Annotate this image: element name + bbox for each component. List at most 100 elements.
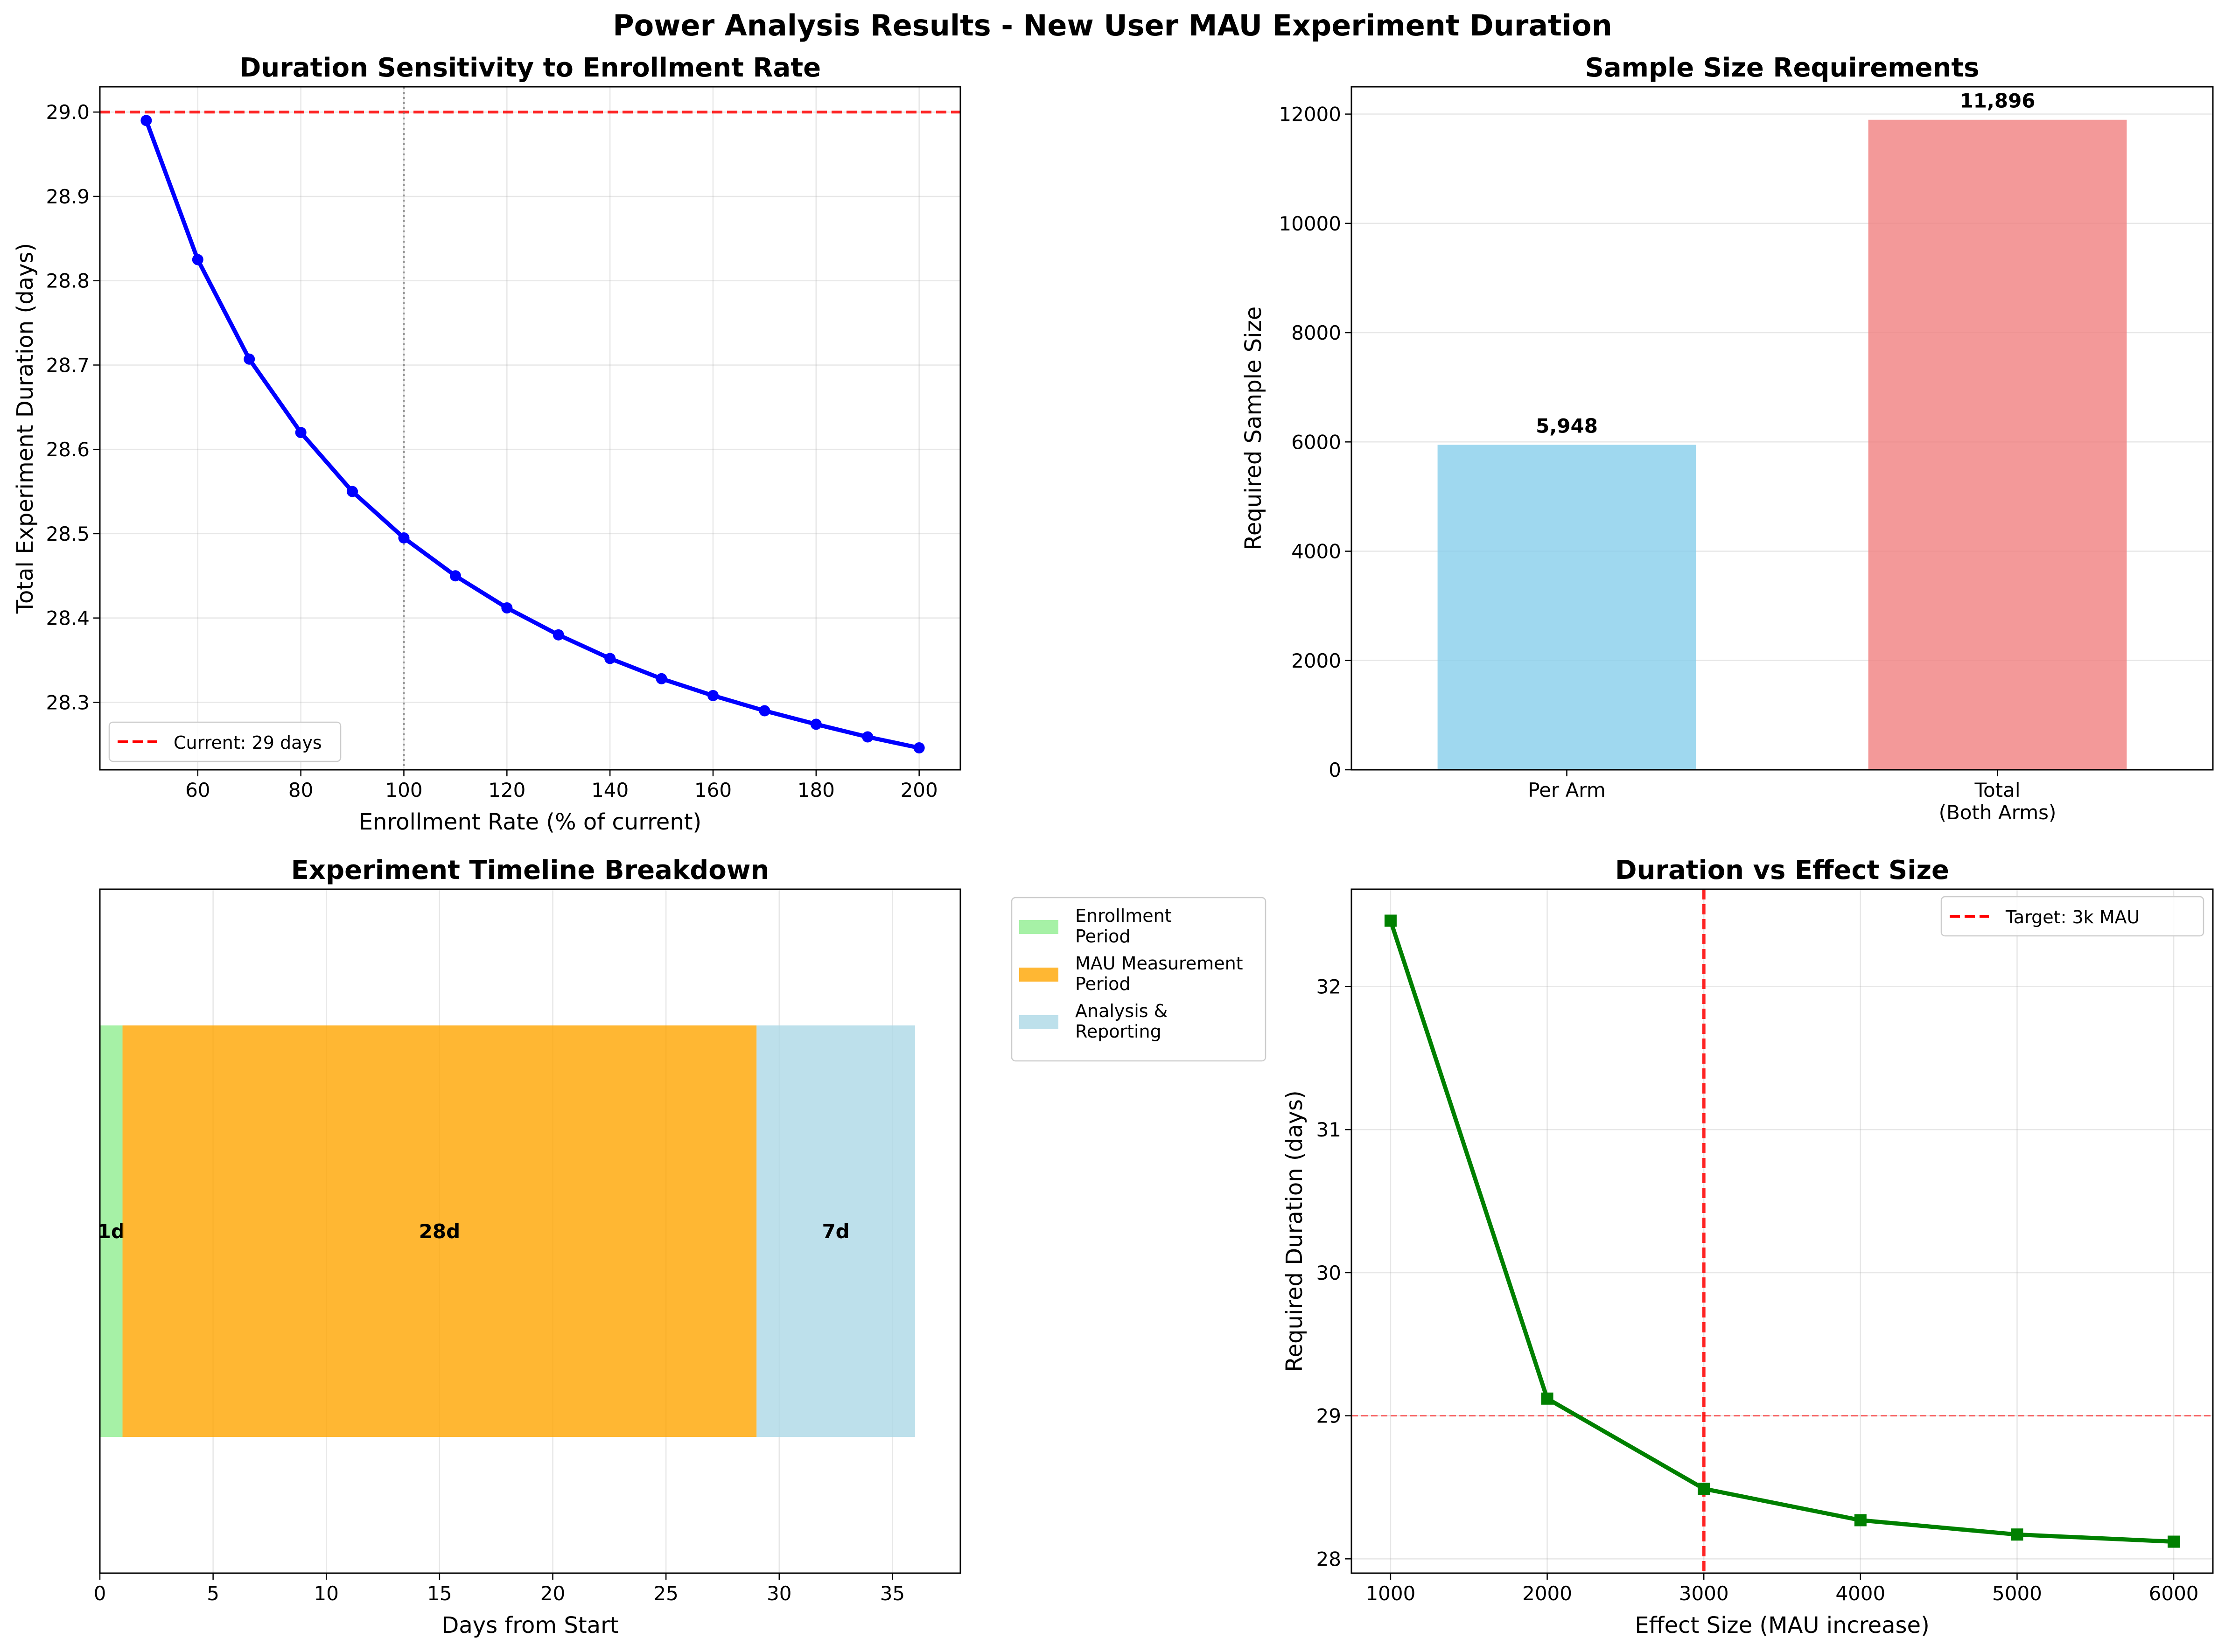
chart-title: Duration vs Effect Size	[1615, 855, 1949, 885]
data-point	[347, 486, 358, 497]
panel-effect-size: 1000 2000 3000 4000 5000 6000 28 29 30 31 32 Durati…	[1281, 855, 2214, 1638]
y-tick-label: 28.6	[46, 438, 90, 461]
segment-duration-label: 7d	[822, 1220, 849, 1243]
x-tick-label: 15	[427, 1582, 452, 1605]
panel-timeline-breakdown: 0 5 10 15 20 25 30 35 1d 28d 7d Experiment Timeline…	[94, 855, 1266, 1638]
x-tick-label: 20	[540, 1582, 565, 1605]
data-point	[295, 427, 307, 439]
x-tick-label: 6000	[2149, 1582, 2199, 1605]
data-point	[604, 653, 616, 664]
x-tick-label: Total	[1974, 779, 2020, 802]
chart-title: Experiment Timeline Breakdown	[291, 855, 770, 885]
timeline-segment	[756, 1025, 915, 1437]
data-point	[810, 718, 822, 730]
x-tick-label: 5000	[1992, 1582, 2042, 1605]
y-tick-label: 10000	[1279, 212, 1341, 235]
data-point	[862, 731, 874, 743]
y-axis-label: Required Duration (days)	[1281, 1090, 1308, 1372]
bar-value-label: 5,948	[1536, 414, 1598, 437]
segment-duration-label: 28d	[419, 1220, 461, 1243]
legend-label: Analysis &	[1075, 1001, 1168, 1021]
y-tick-label: 29.0	[46, 101, 90, 124]
bar	[1868, 119, 2127, 770]
x-axis-label: Days from Start	[441, 1612, 618, 1638]
x-tick-label: 5	[207, 1582, 219, 1605]
legend-label: Period	[1075, 974, 1131, 994]
bar	[1437, 445, 1696, 770]
legend-swatch	[1019, 1015, 1058, 1029]
x-axis-label: Enrollment Rate (% of current)	[359, 809, 702, 835]
x-tick-label: Per Arm	[1528, 779, 1605, 802]
data-point	[192, 254, 203, 265]
axes-frame	[99, 888, 961, 1574]
axes-frame	[99, 86, 961, 771]
y-tick-label: 32	[1316, 976, 1341, 998]
x-tick-label: 25	[653, 1582, 678, 1605]
legend-swatch	[1019, 920, 1058, 934]
figure-title: Power Analysis Results - New User MAU Ex…	[613, 8, 1612, 42]
chart-title: Sample Size Requirements	[1585, 53, 1980, 83]
duration-series-line	[1388, 920, 2174, 1544]
data-point	[707, 690, 719, 701]
x-tick-label: 100	[385, 779, 422, 802]
duration-series-line	[144, 119, 920, 750]
chart-title: Duration Sensitivity to Enrollment Rate	[239, 53, 821, 83]
data-point	[2168, 1535, 2180, 1548]
x-tick-label: 3000	[1679, 1582, 1729, 1605]
y-axis-label: Total Experiment Duration (days)	[12, 243, 38, 614]
legend-label: Period	[1075, 926, 1131, 947]
bar-value-label: 11,896	[1959, 90, 2035, 112]
data-point	[501, 602, 513, 613]
x-tick-label: 35	[880, 1582, 905, 1605]
y-axis-label: Required Sample Size	[1240, 307, 1266, 551]
y-tick-label: 28.3	[46, 691, 90, 714]
x-tick-label: 180	[798, 779, 835, 802]
x-tick-label: 2000	[1522, 1582, 1572, 1605]
x-tick-label: 0	[94, 1582, 106, 1605]
data-point	[656, 673, 667, 684]
x-tick-label: 1000	[1365, 1582, 1415, 1605]
data-point	[2011, 1528, 2023, 1541]
legend-box	[1011, 897, 1266, 1062]
legend-swatch	[1019, 968, 1058, 982]
y-tick-label: 28.4	[46, 607, 90, 630]
y-tick-label: 2000	[1291, 649, 1341, 672]
data-point	[1384, 914, 1397, 927]
x-tick-label: 200	[901, 779, 938, 802]
x-tick-label: 4000	[1835, 1582, 1885, 1605]
x-tick-label: 60	[185, 779, 210, 802]
timeline-segment	[100, 1025, 123, 1437]
panel-sample-size: 0 2000 4000 6000 8000 10000 12000 5,948 Per Arm 1…	[1240, 53, 2214, 824]
x-tick-label: 30	[767, 1582, 791, 1605]
x-tick-label: 140	[591, 779, 629, 802]
axes-frame	[1350, 888, 2214, 1574]
segment-duration-label: 1d	[98, 1220, 125, 1243]
axes-frame	[1350, 86, 2214, 771]
y-tick-label: 31	[1316, 1118, 1341, 1141]
y-tick-label: 28.5	[46, 523, 90, 545]
legend-label: Reporting	[1075, 1021, 1161, 1042]
y-tick-label: 6000	[1291, 431, 1341, 453]
timeline-segment	[122, 1025, 757, 1437]
y-tick-label: 8000	[1291, 321, 1341, 344]
data-point	[398, 532, 410, 544]
data-point	[1698, 1483, 1710, 1495]
data-point	[140, 115, 152, 126]
data-point	[1541, 1392, 1553, 1405]
x-tick-label: 80	[288, 779, 313, 802]
y-tick-label: 0	[1329, 759, 1341, 781]
legend-label: Current: 29 days	[174, 732, 322, 753]
data-point	[1854, 1514, 1867, 1527]
data-point	[449, 570, 461, 582]
y-tick-label: 28.7	[46, 354, 90, 376]
data-point	[244, 353, 255, 365]
x-tick-label: 10	[314, 1582, 339, 1605]
data-point	[759, 705, 770, 717]
x-tick-label: (Both Arms)	[1939, 801, 2057, 824]
x-axis-label: Effect Size (MAU increase)	[1635, 1612, 1930, 1638]
y-tick-label: 28	[1316, 1547, 1341, 1570]
y-tick-label: 28.9	[46, 185, 90, 208]
x-tick-label: 120	[488, 779, 525, 802]
legend-box	[108, 721, 342, 762]
